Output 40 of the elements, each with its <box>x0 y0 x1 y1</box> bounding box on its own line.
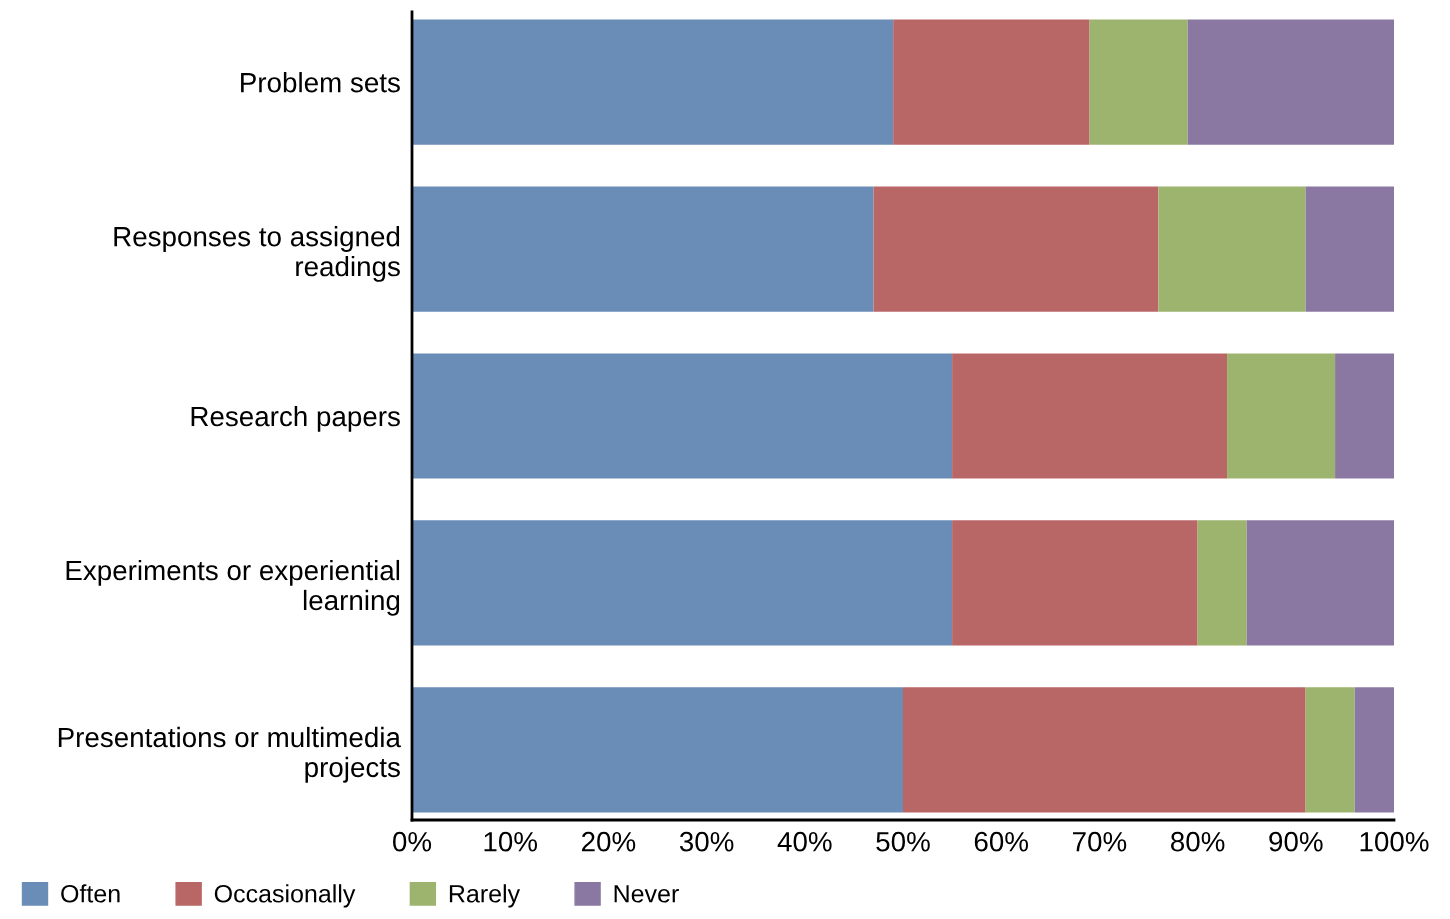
x-tick-label: 20% <box>582 831 636 852</box>
bar <box>1187 19 1394 145</box>
x-tick-label: 40% <box>777 831 832 852</box>
bar <box>952 353 1228 479</box>
bar <box>412 353 953 479</box>
bar <box>412 520 953 646</box>
x-tick-label: 90% <box>1269 831 1323 852</box>
legend-label: Rarely <box>449 884 521 908</box>
x-tick-label: 30% <box>679 831 734 852</box>
x-tick-label: 100% <box>1360 831 1429 852</box>
bar <box>412 687 903 813</box>
bar <box>1197 520 1247 646</box>
y-tick-label: Research papers <box>191 405 400 432</box>
x-tick-label: 60% <box>974 831 1029 852</box>
y-tick-label: Problem sets <box>241 72 400 93</box>
bar <box>1227 353 1336 479</box>
x-tick-label: 70% <box>1073 831 1127 852</box>
bar <box>873 186 1159 312</box>
bar <box>1305 687 1355 813</box>
x-tick-label: 10% <box>484 831 538 852</box>
bar <box>412 186 874 312</box>
bar <box>1089 19 1188 145</box>
bar <box>1305 186 1394 312</box>
x-tick-label: 0% <box>393 831 432 852</box>
bar <box>412 19 894 145</box>
y-tick-label: Responses to assigned readings <box>114 226 400 282</box>
legend-label: Often <box>61 884 120 903</box>
legend-label: Occasionally <box>214 884 356 908</box>
bar <box>1246 520 1394 646</box>
bar <box>1158 186 1306 312</box>
bar <box>1354 687 1394 813</box>
bar <box>1335 353 1394 479</box>
x-tick-label: 80% <box>1171 831 1225 852</box>
bar <box>893 19 1090 145</box>
y-tick-label: Experiments or experiential learning <box>66 559 400 616</box>
bar <box>903 687 1306 813</box>
bar <box>952 520 1198 646</box>
y-tick-label: Presentations or multimedia projects <box>58 726 401 783</box>
x-tick-label: 50% <box>876 831 930 852</box>
legend-label: Never <box>614 885 679 903</box>
